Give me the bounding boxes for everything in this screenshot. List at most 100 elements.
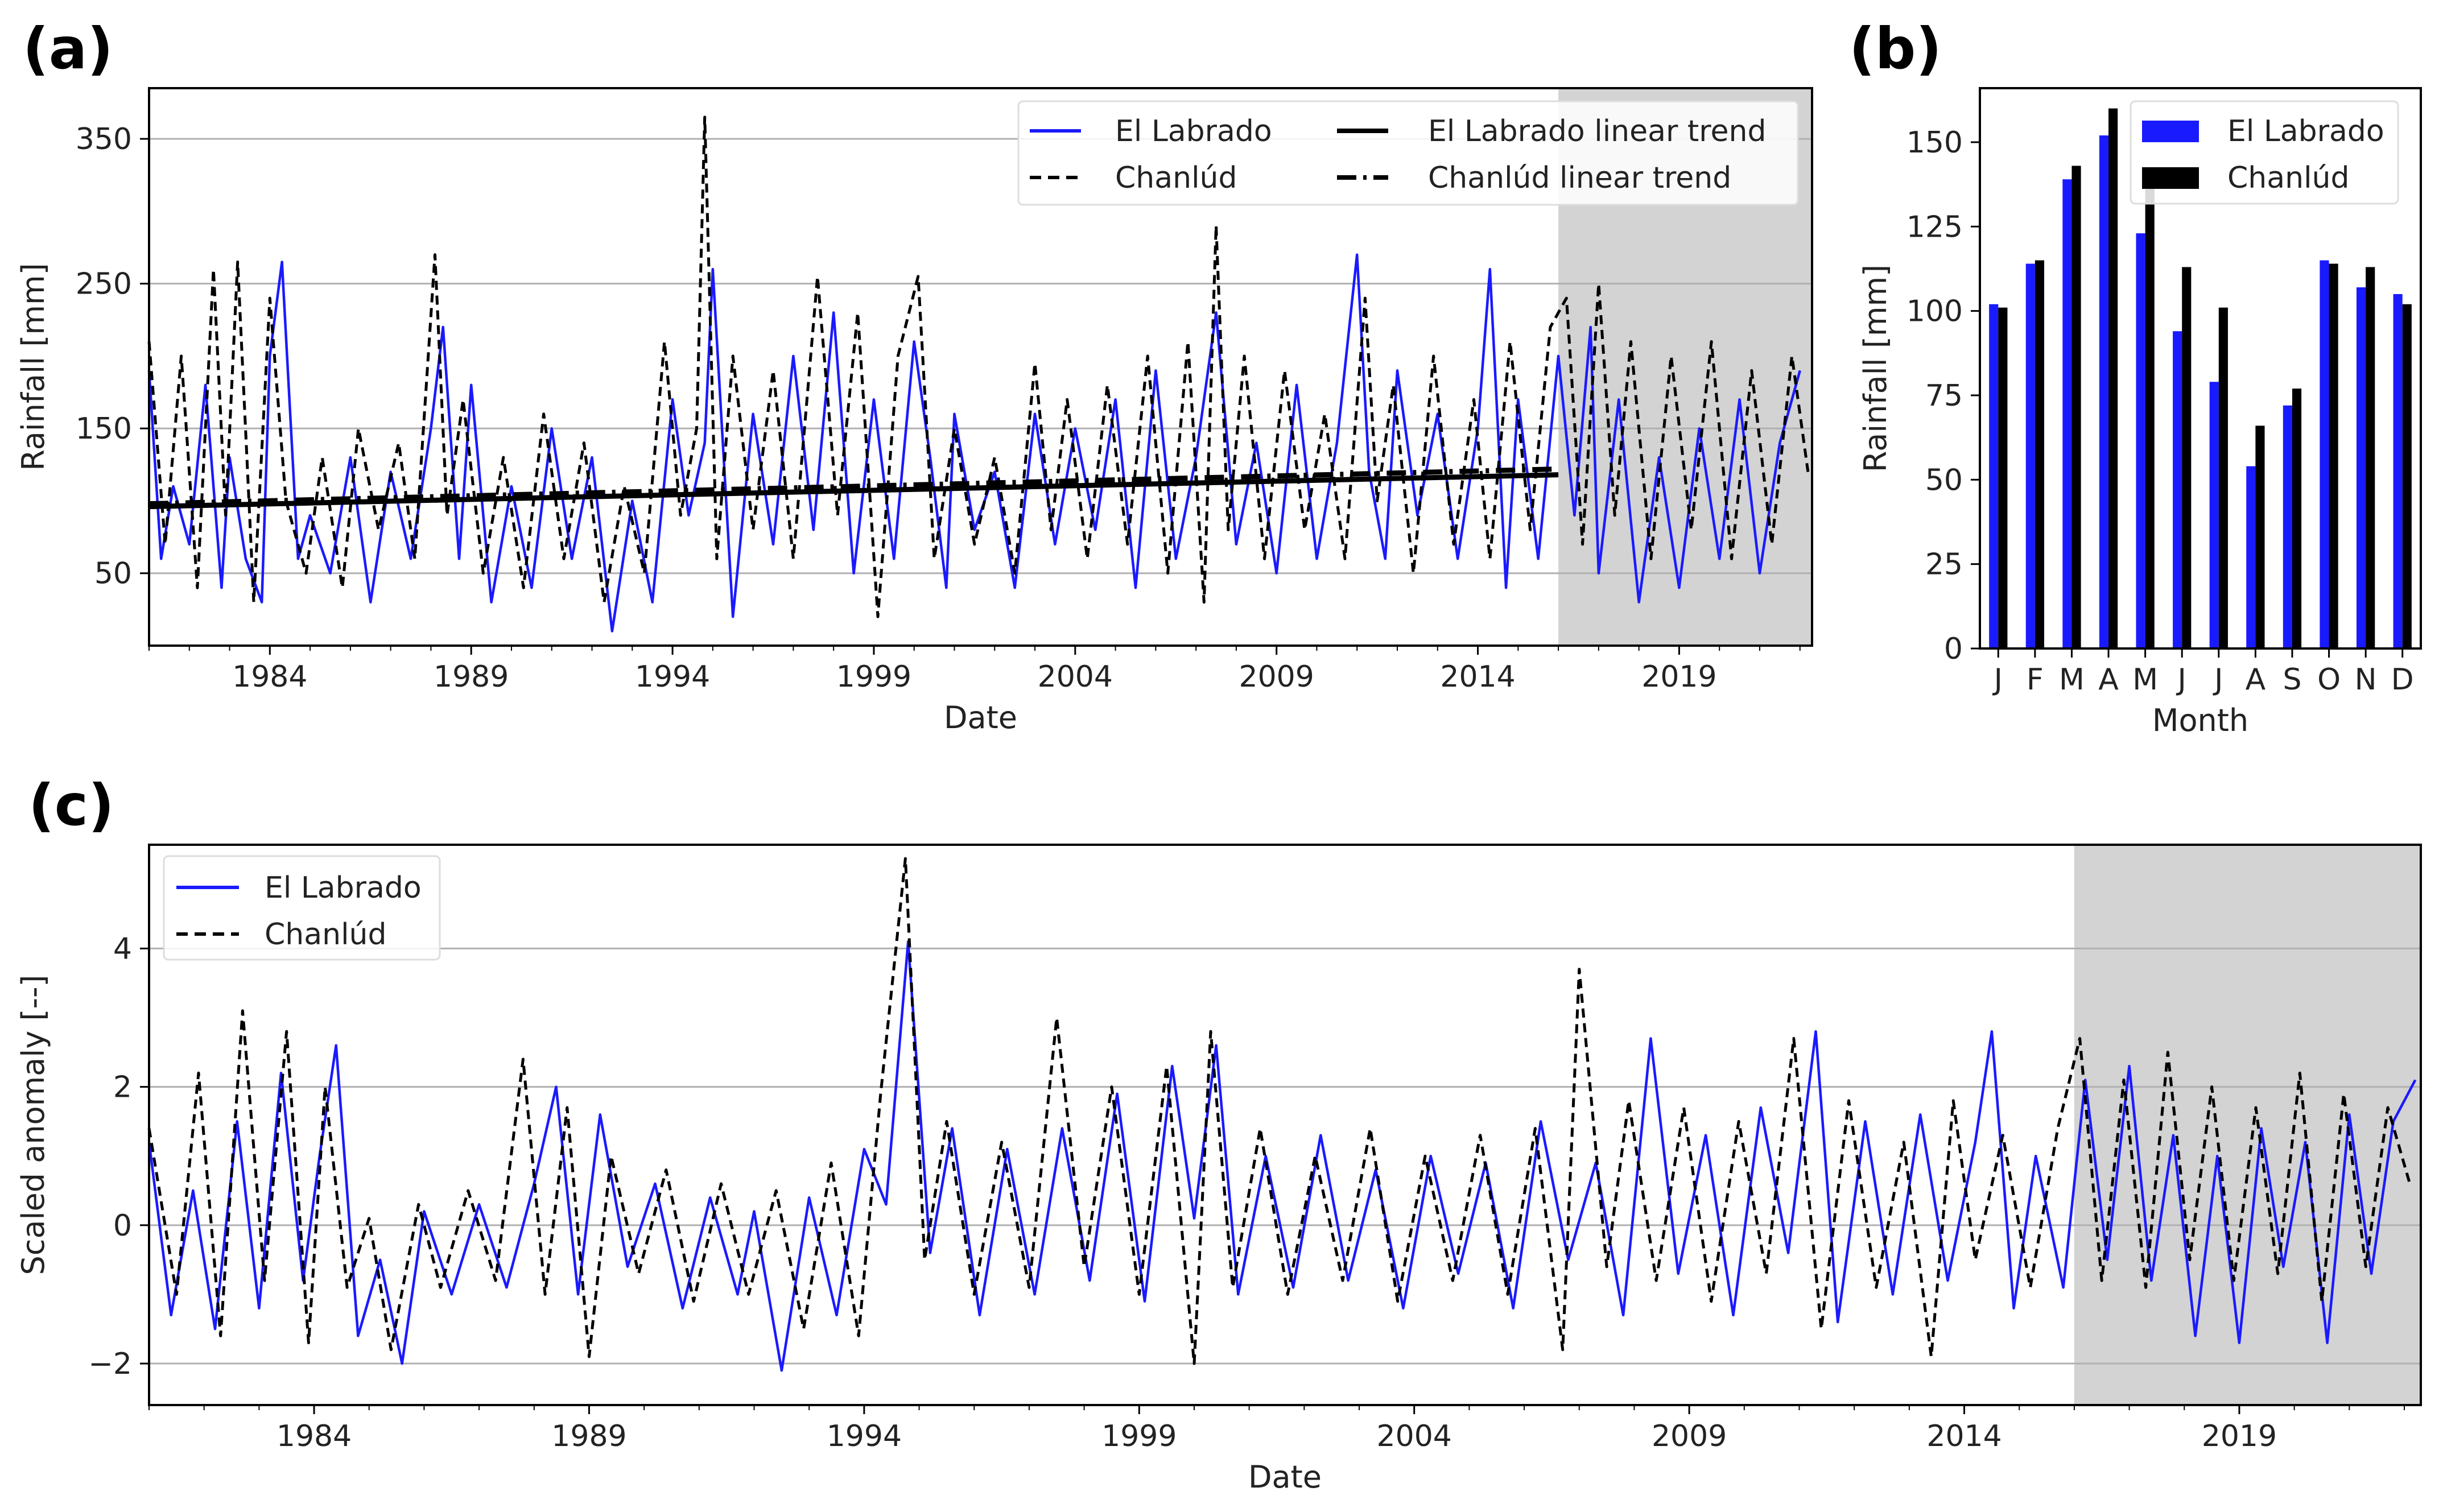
bar-el-labrado-10 [2356,287,2366,649]
legend-chanlud: Chanlúd [2227,161,2350,195]
bar-el-labrado-9 [2320,260,2329,648]
rainfall-timeseries-chart: 1984 1989 1994 1999 2004 2009 2014 2019 50 150 250… [15,87,1813,736]
bar-chanlud-2 [2071,166,2081,648]
x-tick-label: 2004 [1377,1419,1452,1453]
legend-chanlud: Chanlúd [265,918,387,952]
y-tick-label: 75 [1925,379,1963,413]
bar-el-labrado-0 [1989,304,1999,648]
bar-chanlud-9 [2329,263,2338,649]
plot-frame [148,87,1813,647]
x-tick-label: 2019 [2202,1419,2277,1453]
y-tick-label: 125 [1906,210,1963,244]
x-tick-label: A [2098,663,2119,697]
evaluation-period-shade [2074,845,2421,1405]
bar-chanlud-1 [2035,260,2045,648]
series-line-el-labrado [147,940,2417,1372]
legend-chanlud: Chanlúd [1115,161,1237,195]
y-tick-label: 50 [94,557,132,591]
x-tick-label: M [2132,663,2158,697]
bar-el-labrado-6 [2209,382,2219,648]
legend-chanlud-trend: Chanlúd linear trend [1428,161,1731,195]
plot-frame [1979,87,2422,650]
x-axis-label: Date [1248,1459,1322,1495]
bar-chanlud-10 [2366,267,2375,649]
y-tick-label: 250 [76,267,132,301]
bar-el-labrado-8 [2283,405,2292,648]
plot-frame [148,844,2422,1406]
axis-ticks: 1984 1989 1994 1999 2004 2009 2014 2019 −2 0 2 4 [88,932,2405,1453]
x-tick-label: 1989 [434,660,509,694]
bars [1989,108,2412,649]
x-tick-label: 2009 [1652,1419,1727,1453]
x-tick-label: 2004 [1038,660,1113,694]
x-tick-label: D [2391,663,2414,697]
x-tick-label: J [2213,663,2223,697]
x-tick-label: F [2027,663,2044,697]
bar-chanlud-6 [2218,307,2228,648]
y-tick-label: 2 [113,1071,132,1105]
x-tick-label: 1984 [277,1419,352,1453]
y-tick-label: 50 [1925,463,1963,497]
panel-c-label: (c) [28,772,114,838]
legend-swatch-el-labrado [2142,121,2199,142]
bar-el-labrado-5 [2173,331,2182,648]
x-tick-label: 2014 [1440,660,1515,694]
y-tick-label: 4 [113,932,132,966]
legend-el-labrado: El Labrado [265,871,422,905]
x-axis-label: Month [2152,703,2248,738]
x-tick-label: J [1992,663,2003,697]
y-tick-label: 25 [1925,548,1963,582]
series-line-chanlud [147,857,2412,1365]
x-tick-label: A [2246,663,2266,697]
x-tick-label: J [2176,663,2186,697]
panel-b-label: (b) [1849,15,1942,82]
x-tick-label: 2019 [1641,660,1716,694]
panel-a-label: (a) [23,15,113,82]
bar-chanlud-3 [2108,108,2118,648]
bar-chanlud-4 [2145,176,2155,648]
bar-chanlud-5 [2182,267,2192,649]
scaled-anomaly-chart: 1984 1989 1994 1999 2004 2009 2014 2019 −2 0 2 4 Da… [15,844,2422,1495]
x-tick-label: 1999 [1101,1419,1177,1453]
legend-box [1017,100,1799,206]
bar-el-labrado-4 [2136,233,2145,648]
x-axis-label: Date [944,700,1017,736]
bar-chanlud-8 [2292,389,2302,648]
bar-chanlud-11 [2402,304,2412,648]
y-tick-label: 150 [76,412,132,446]
x-tick-label: O [2317,663,2341,697]
x-tick-label: 1994 [827,1419,902,1453]
trend-line-el-labrado [148,472,1559,510]
y-tick-label: 350 [76,122,132,156]
gridlines [149,138,1812,575]
legend-el-labrado: El Labrado [2227,114,2384,148]
legend: El Labrado Chanlúd [2130,100,2399,205]
y-tick-label: 0 [113,1209,132,1243]
bar-chanlud-7 [2255,425,2265,648]
x-tick-label: 2014 [1926,1419,2002,1453]
x-tick-label: M [2059,663,2085,697]
legend-el-labrado-trend: El Labrado linear trend [1428,114,1766,148]
bar-el-labrado-11 [2393,294,2403,648]
y-axis-label: Scaled anomaly [--] [15,974,51,1275]
y-axis-label: Rainfall [mm] [1858,265,1893,472]
y-axis-label: Rainfall [mm] [15,263,51,470]
series-lines [147,857,2417,1372]
bar-el-labrado-3 [2099,135,2109,649]
series-lines [147,115,1810,633]
x-tick-label: 1984 [232,660,307,694]
bar-el-labrado-7 [2246,466,2256,648]
series-line-chanlud [147,115,1810,618]
legend: El Labrado Chanlúd [163,855,441,961]
bar-chanlud-0 [1998,307,2008,648]
x-tick-label: 1989 [551,1419,626,1453]
bar-el-labrado-2 [2062,179,2072,649]
y-tick-label: 100 [1906,295,1963,329]
legend-swatch-chanlud [2142,167,2199,189]
x-tick-label: N [2355,663,2377,697]
bar-el-labrado-1 [2025,263,2035,649]
legend-el-labrado: El Labrado [1115,114,1272,148]
